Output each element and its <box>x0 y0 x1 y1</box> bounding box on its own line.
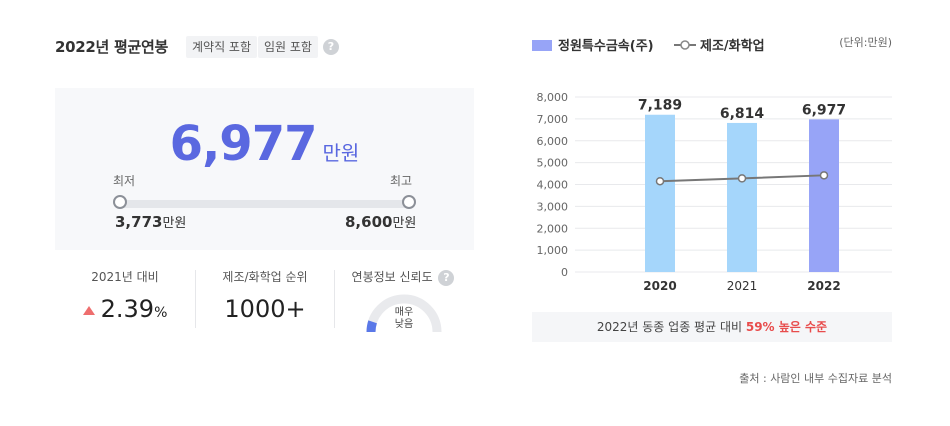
bar-value-label: 7,189 <box>638 98 682 114</box>
reliability-label: 연봉정보 신뢰도 <box>351 270 433 284</box>
max-label: 최고 <box>390 174 413 188</box>
min-label: 최저 <box>113 174 136 188</box>
yoy-unit: % <box>154 305 168 321</box>
bar <box>645 114 675 272</box>
rank-label: 제조/화학업 순위 <box>222 270 308 284</box>
source-note: 출처 : 사람인 내부 수집자료 분석 <box>739 372 892 385</box>
range-min-handle <box>113 195 127 209</box>
x-tick-label: 2021 <box>727 279 758 293</box>
x-tick-label: 2022 <box>807 279 840 293</box>
reliability-value-line1: 매우 <box>395 306 413 318</box>
industry-point <box>655 176 665 186</box>
max-salary-value: 8,600 <box>345 213 393 231</box>
stat-divider <box>334 270 335 328</box>
rank-value: 1000+ <box>224 295 306 323</box>
industry-point <box>819 171 829 180</box>
unit-note: (단위:만원) <box>839 36 892 49</box>
comparison-notice: 2022년 동종 업종 평균 대비 59% 높은 수준 <box>532 312 892 342</box>
min-salary-value: 3,773 <box>115 213 163 231</box>
yoy-value-row: 2.39% <box>70 295 180 323</box>
yoy-label: 2021년 대비 <box>91 270 159 284</box>
x-tick-label: 2020 <box>643 279 676 293</box>
bar <box>809 119 839 272</box>
legend-line-swatch <box>674 40 696 50</box>
average-salary-amount: 6,977 <box>169 116 318 172</box>
legend-bar-label: 정원특수금속(주) <box>558 39 654 54</box>
y-tick-label: 2,000 <box>537 222 569 235</box>
y-tick-label: 7,000 <box>537 113 569 126</box>
bar-value-label: 6,814 <box>720 106 765 122</box>
tag-executive-included: 임원 포함 <box>258 36 318 58</box>
min-salary-unit: 만원 <box>162 216 187 231</box>
reliability-value-line2: 낮음 <box>395 318 413 330</box>
tag-contract-included: 계약직 포함 <box>186 36 258 58</box>
notice-text: 2022년 동종 업종 평균 대비 <box>596 320 746 334</box>
y-tick-label: 4,000 <box>537 179 569 192</box>
bar <box>727 122 757 272</box>
y-tick-label: 8,000 <box>537 91 569 104</box>
legend-line-label: 제조/화학업 <box>700 39 765 54</box>
legend-bar-swatch <box>532 40 552 51</box>
industry-point <box>737 174 747 183</box>
max-salary: 8,600만원 <box>345 212 416 231</box>
reliability-label-row: 연봉정보 신뢰도 ? <box>348 268 458 286</box>
page-title: 2022년 평균연봉 <box>55 38 168 56</box>
min-salary: 3,773만원 <box>115 212 186 231</box>
y-tick-label: 3,000 <box>537 200 569 213</box>
bar-value-label: 6,977 <box>802 102 846 118</box>
average-salary: 6,977 만원 <box>55 116 474 172</box>
y-tick-label: 0 <box>561 266 568 279</box>
rank-stat: 제조/화학업 순위 1000+ <box>205 268 325 323</box>
question-icon[interactable]: ? <box>323 39 339 55</box>
salary-chart: 8,000 7,000 6,000 5,000 4,000 3,000 2,000 1,000… <box>537 91 892 293</box>
stat-divider <box>195 270 196 328</box>
max-salary-unit: 만원 <box>392 216 417 231</box>
reliability-gauge: 매우 낮음 <box>366 294 442 332</box>
yoy-stat: 2021년 대비 2.39% <box>70 268 180 323</box>
salary-range-bar <box>119 200 410 208</box>
gauge-track <box>366 294 442 332</box>
y-tick-label: 6,000 <box>537 135 569 148</box>
reliability-stat: 연봉정보 신뢰도 ? <box>348 268 458 286</box>
range-max-handle <box>402 195 416 209</box>
notice-highlight: 59% 높은 수준 <box>745 320 828 334</box>
question-icon[interactable]: ? <box>438 269 455 286</box>
y-tick-label: 5,000 <box>537 157 569 170</box>
y-tick-label: 1,000 <box>537 244 569 257</box>
gauge-fill <box>366 320 377 332</box>
triangle-up-icon <box>82 305 95 315</box>
salary-summary-box: 6,977 만원 최저 최고 3,773만원 8,600만원 <box>55 88 474 250</box>
average-salary-unit: 만원 <box>322 141 360 165</box>
yoy-value: 2.39 <box>100 295 155 323</box>
